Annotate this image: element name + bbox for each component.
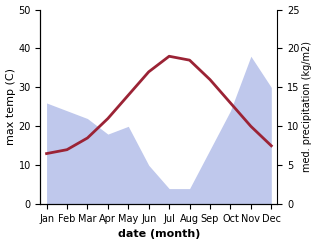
Y-axis label: max temp (C): max temp (C) (5, 68, 16, 145)
X-axis label: date (month): date (month) (118, 230, 200, 239)
Y-axis label: med. precipitation (kg/m2): med. precipitation (kg/m2) (302, 41, 313, 172)
